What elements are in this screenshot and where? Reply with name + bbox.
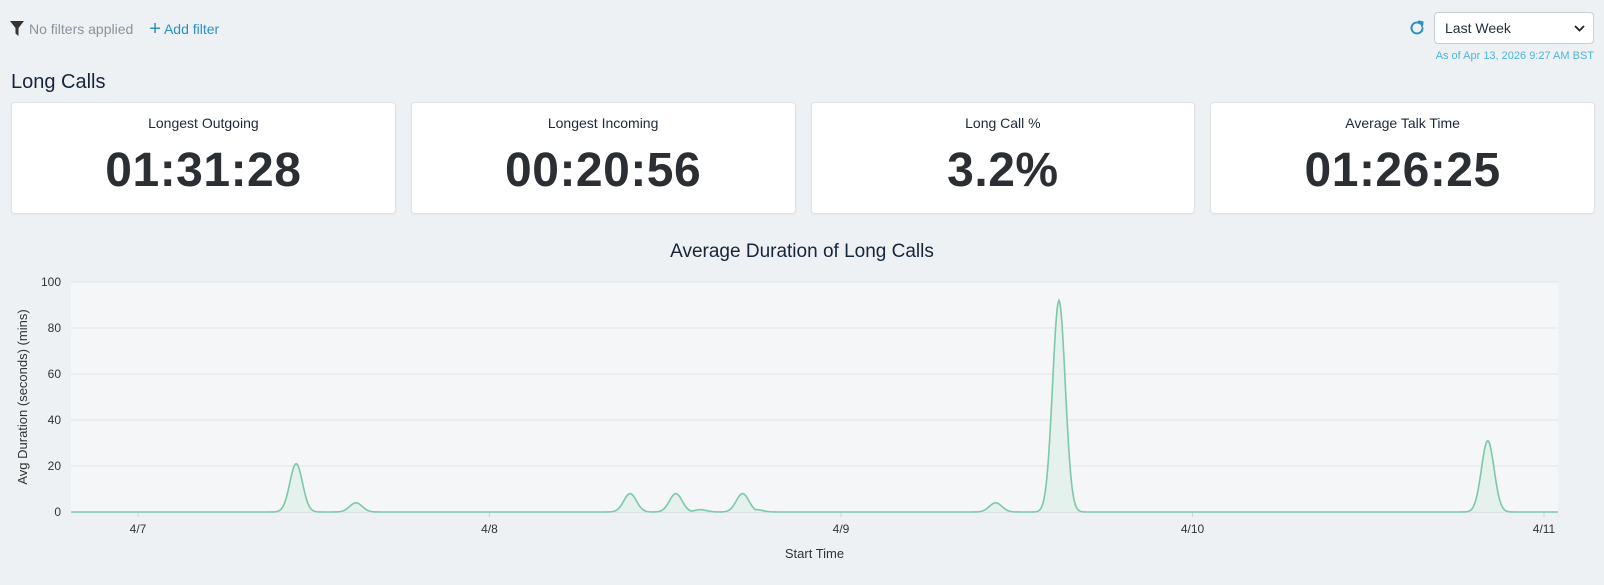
chevron-down-icon [1574,24,1585,32]
chart-title: Average Duration of Long Calls [670,241,934,262]
x-tick-label: 4/11 [1533,522,1556,536]
plot-area [71,282,1558,512]
kpi-value: 3.2% [947,144,1059,197]
series-line [71,298,1558,513]
kpi-card-longest-outgoing: Longest Outgoing 01:31:28 [11,102,396,214]
add-filter-label: Add filter [163,21,220,37]
plus-icon: + [149,18,161,40]
y-tick-label: 0 [54,505,61,519]
y-tick-label: 40 [48,413,62,427]
kpi-value: 01:31:28 [105,144,302,197]
x-axis-label: Start Time [785,546,844,561]
add-filter-button[interactable]: + Add filter [149,18,220,40]
time-range-select[interactable]: Last Week [1434,12,1594,44]
duration-chart: 0 20 40 60 80 100 4/7 4/8 4/9 4/10 4/11 Avg Duratio… [15,275,1558,561]
x-tick-label: 4/10 [1181,522,1205,536]
y-tick-label: 20 [48,459,62,473]
y-tick-label: 60 [48,367,62,381]
section-title: Long Calls [11,71,106,93]
filter-icon[interactable] [10,21,24,37]
x-tick-label: 4/9 [833,522,850,536]
y-axis-label: Avg Duration (seconds) (mins) [15,309,30,484]
kpi-value: 01:26:25 [1304,144,1501,197]
kpi-label: Long Call % [965,115,1041,131]
kpi-label: Average Talk Time [1345,115,1460,131]
x-tick-label: 4/7 [130,522,147,536]
kpi-label: Longest Incoming [547,115,659,131]
as-of-timestamp: As of Apr 13, 2026 9:27 AM BST [1435,50,1594,62]
filter-bar: No filters applied + Add filter [10,18,219,40]
kpi-cards: Longest Outgoing 01:31:28 Longest Incomi… [11,102,1595,214]
time-range-controls: Last Week [1408,12,1594,44]
kpi-value: 00:20:56 [505,144,702,197]
x-tick-label: 4/8 [481,522,498,536]
kpi-card-long-call-percent: Long Call % 3.2% [810,102,1196,214]
y-tick-label: 100 [41,275,61,289]
kpi-label: Longest Outgoing [148,115,259,131]
filter-status-text: No filters applied [29,21,134,37]
kpi-card-longest-incoming: Longest Incoming 00:20:56 [410,102,796,214]
y-tick-label: 80 [48,321,62,335]
time-range-value: Last Week [1445,20,1511,36]
refresh-icon[interactable] [1408,19,1426,37]
kpi-card-average-talk-time: Average Talk Time 01:26:25 [1210,102,1595,214]
